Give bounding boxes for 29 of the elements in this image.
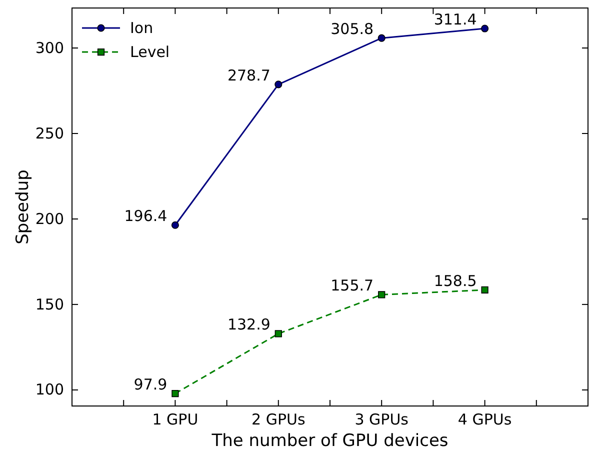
x-tick-label: 4 GPUs <box>458 410 512 429</box>
point <box>171 221 179 229</box>
y-tick-label: 250 <box>35 124 64 142</box>
point <box>172 390 179 398</box>
x-axis-title: The number of GPU devices <box>210 431 448 451</box>
data-label: 158.5 <box>434 272 477 290</box>
y-tick-label: 300 <box>35 38 64 57</box>
data-label: 155.7 <box>330 276 374 295</box>
data-label: 305.8 <box>330 20 374 38</box>
y-tick-label: 100 <box>35 380 64 399</box>
point <box>481 286 488 294</box>
x-tick-label: 3 GPUs <box>354 410 409 429</box>
data-label: 196.4 <box>124 207 168 226</box>
x-tick-label: 2 GPUs <box>252 410 306 429</box>
data-label: 311.4 <box>434 10 477 29</box>
legend-label: Ion <box>130 19 154 37</box>
data-label: 97.9 <box>134 376 168 394</box>
data-label: 132.9 <box>227 316 270 334</box>
point <box>378 34 386 42</box>
y-tick-label: 150 <box>35 295 64 314</box>
point <box>378 291 386 298</box>
y-axis-title: Speedup <box>13 170 33 244</box>
point <box>274 80 282 88</box>
y-tick-label: 200 <box>35 210 64 228</box>
x-tick-label: 1 GPU <box>152 410 198 429</box>
point <box>481 24 489 32</box>
data-label: 278.7 <box>227 66 270 84</box>
point <box>274 330 282 338</box>
legend-label: Level <box>130 43 170 61</box>
